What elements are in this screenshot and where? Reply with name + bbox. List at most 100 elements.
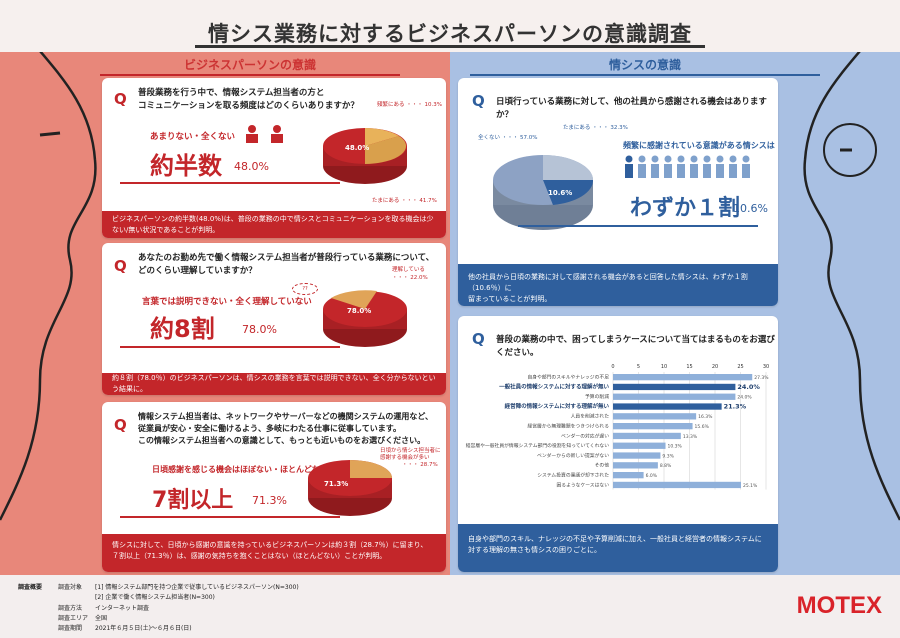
q1-option2: たまにある ・・・ 41.7% xyxy=(372,198,437,204)
category-label: 困るようなケースはない xyxy=(556,481,609,488)
q3-pie-chart: 71.3% xyxy=(308,460,392,516)
bar xyxy=(613,452,661,459)
q4-pie-chart: 10.6% xyxy=(493,155,594,230)
x-tick-label: 5 xyxy=(637,364,640,370)
q2-question-line1: あなたのお勤め先で働く情報システム担当者が普段行っている業務について、 xyxy=(138,253,435,263)
bar-value-label: 25.1% xyxy=(743,483,758,489)
people-icons-row xyxy=(625,155,750,178)
right-section-header: 情シスの意識 xyxy=(608,58,681,72)
bar xyxy=(613,413,697,420)
bar-value-label: 9.3% xyxy=(662,453,674,459)
q4-label: 頻繁に感謝されている意識がある情シスは xyxy=(623,141,775,150)
bar-value-label: 16.3% xyxy=(698,414,713,420)
bar-value-label: 6.0% xyxy=(646,473,658,479)
q1-question: 普段業務を行う中で、情報システム担当者の方とコミュニケーションを取る頻度はどのく… xyxy=(138,87,359,113)
category-label: 一般社員の情報システムに対する理解が無い xyxy=(499,382,609,390)
motex-logo: MOTEX xyxy=(796,592,882,619)
q3-option1-line2: 感謝する機会が多い xyxy=(380,455,430,461)
q5-summary: 自身や部門のスキル、ナレッジの不足や予算削減に加え、一般社員と経営者の情報システ… xyxy=(458,524,778,572)
face-profile-right-illustration xyxy=(803,0,900,521)
category-label: 経営陣の情報システムに対する理解が無い xyxy=(505,402,610,410)
x-tick-label: 0 xyxy=(611,364,614,370)
q3-option1: 日頃から情シス担当者に xyxy=(380,448,441,454)
footer-key-period: 調査期間 xyxy=(58,625,83,632)
q5-card: Q 普段の業務の中で、困ってしまうケースについて当てはまるものをお選びください。… xyxy=(458,316,778,572)
person-icon xyxy=(742,155,750,178)
q1-card: Q 普段業務を行う中で、情報システム担当者の方と コミュニケーションを取る頻度はど… xyxy=(102,78,446,238)
person-icon xyxy=(638,155,646,178)
x-tick-label: 25 xyxy=(737,364,743,370)
q2-pie-label: 78.0% xyxy=(347,307,371,315)
people-icon xyxy=(246,125,283,143)
q1-pie-label: 48.0% xyxy=(345,144,369,152)
q1-question-line2: コミュニケーションを取る頻度はどのくらいありますか？ xyxy=(138,101,359,111)
bar-value-label: 27.3% xyxy=(754,375,769,381)
footer-heading: 調査概要 xyxy=(18,584,43,591)
q3-summary-line2: ７割以上（71.3％）は、感謝の気持ちを抱くことはない（ほとんどない）ことが判明… xyxy=(112,552,387,560)
q2-pie-chart: 78.0% xyxy=(323,290,407,347)
q1-pie-chart: 48.0% xyxy=(323,128,407,184)
category-label: その他 xyxy=(595,462,610,469)
q2-option1: 理解している xyxy=(392,267,425,273)
q2-pct: 78.0% xyxy=(242,323,277,336)
q4-option1: 全くない ・・・ 57.0% xyxy=(478,135,538,141)
bar-value-label: 8.8% xyxy=(660,463,672,469)
q3-question-line1: 情報システム担当者は、ネットワークやサーバーなどの機関システムの運用など、 xyxy=(138,412,434,421)
footer-key-method: 調査方法 xyxy=(58,605,83,612)
q3-big: 7割以上 xyxy=(152,488,234,513)
q5-summary-line1: 自身や部門のスキル、ナレッジの不足や予算削減に加え、一般社員と経営者の情報システ… xyxy=(468,535,762,543)
q5-summary-line2: 対する理解の無さも情シスの困りごとに。 xyxy=(468,546,601,554)
category-label: システム投資の稟議が却下された xyxy=(537,472,609,479)
q2-label: 言葉では説明できない・全く理解していない xyxy=(142,297,312,307)
bar-value-label: 13.3% xyxy=(683,434,698,440)
q1-arrow xyxy=(120,182,340,184)
q1-pct: 48.0% xyxy=(234,160,269,173)
q1-big: 約半数 xyxy=(150,152,222,180)
q1-summary: ビジネスパーソンの約半数(48.0%)は、普段の業務の中で情シスとコミュニケーシ… xyxy=(102,211,446,238)
q3-card: Q 情報システム担当者は、ネットワークやサーバーなどの機関システムの運用など、従… xyxy=(102,402,446,572)
q3-question: 情報システム担当者は、ネットワークやサーバーなどの機関システムの運用など、 従業員… xyxy=(138,411,433,447)
category-label: 自身や部門のスキルやナレッジの不足 xyxy=(527,374,609,381)
q5-bar-chart: 0 5 10 15 20 25 30 自身や部門のスキルやナレッジの不足 27.3% 一般社員の情… xyxy=(466,364,769,490)
q3-question-line2: 従業員が安心・安全に働けるよう、多岐にわたる仕事に従事しています。 xyxy=(138,424,401,433)
person-icon xyxy=(716,155,724,178)
category-label: ベンダーの対応が遅い xyxy=(561,432,609,439)
q3-question-line3: この情報システム担当者への意識として、もっとも近いものをお選びください。 xyxy=(138,436,426,445)
q2-mark: Q xyxy=(114,257,127,275)
bar xyxy=(613,393,736,400)
q4-pct: 10.6% xyxy=(733,202,768,215)
q2-card: Q あなたのお勤め先で働く情報システム担当者が普段行っている業務について、 どのく… xyxy=(102,243,446,395)
x-tick-label: 20 xyxy=(712,364,718,370)
footer-key-area: 調査エリア xyxy=(58,615,89,622)
bar xyxy=(613,383,736,391)
bar-value-label: 24.0% xyxy=(737,395,752,401)
bar xyxy=(613,442,666,449)
q1-option1: 頻繁にある ・・・ 10.3% xyxy=(377,102,442,108)
title-band xyxy=(0,0,900,52)
q2-arrow xyxy=(120,346,340,348)
q2-thought-bubble: ?? xyxy=(292,283,318,295)
category-label: ベンダーからの新しい提案がない xyxy=(537,452,609,459)
footer-value-period: 2021年６月５日(土)～６月６日(日) xyxy=(95,625,192,632)
footer-key-target: 調査対象 xyxy=(58,584,83,591)
footer-value-method: インターネット調査 xyxy=(95,605,150,612)
category-label: 経営層から無理難題をつきつけられる xyxy=(527,423,609,430)
q3-option1-pct: ・・・ 28.7% xyxy=(402,462,438,468)
q2-big: 約8割 xyxy=(150,315,215,343)
q3-pie-label: 71.3% xyxy=(324,480,348,488)
bar xyxy=(613,481,742,489)
q4-pie-label: 10.6% xyxy=(548,189,572,197)
bar xyxy=(613,472,644,479)
q2-summary: 約８割（78.0％）のビジネスパーソンは、情シスの業務を言葉では説明できない、全… xyxy=(102,373,446,395)
left-header-underline xyxy=(100,74,400,76)
person-icon xyxy=(625,155,633,178)
q4-card: Q 日頃行っている業務に対して、他の社員から感謝される機会はありますか？ 全くな… xyxy=(458,78,778,306)
footer-value-target2: [2] 企業で働く情報システム担当者(N=300) xyxy=(95,594,215,601)
person-icon xyxy=(664,155,672,178)
x-tick-label: 30 xyxy=(763,364,769,370)
q3-arrow xyxy=(120,516,340,518)
q4-arrow xyxy=(518,225,758,227)
bar xyxy=(613,462,658,469)
right-header-underline xyxy=(470,74,820,76)
q1-question-line1: 普段業務を行う中で、情報システム担当者の方と xyxy=(138,88,325,98)
